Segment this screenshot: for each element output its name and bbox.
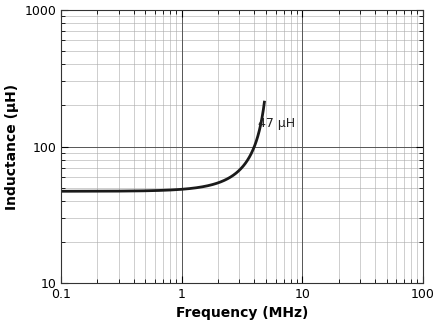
Text: 47 μH: 47 μH <box>258 117 295 130</box>
Y-axis label: Inductance (μH): Inductance (μH) <box>5 84 19 209</box>
X-axis label: Frequency (MHz): Frequency (MHz) <box>176 306 308 320</box>
